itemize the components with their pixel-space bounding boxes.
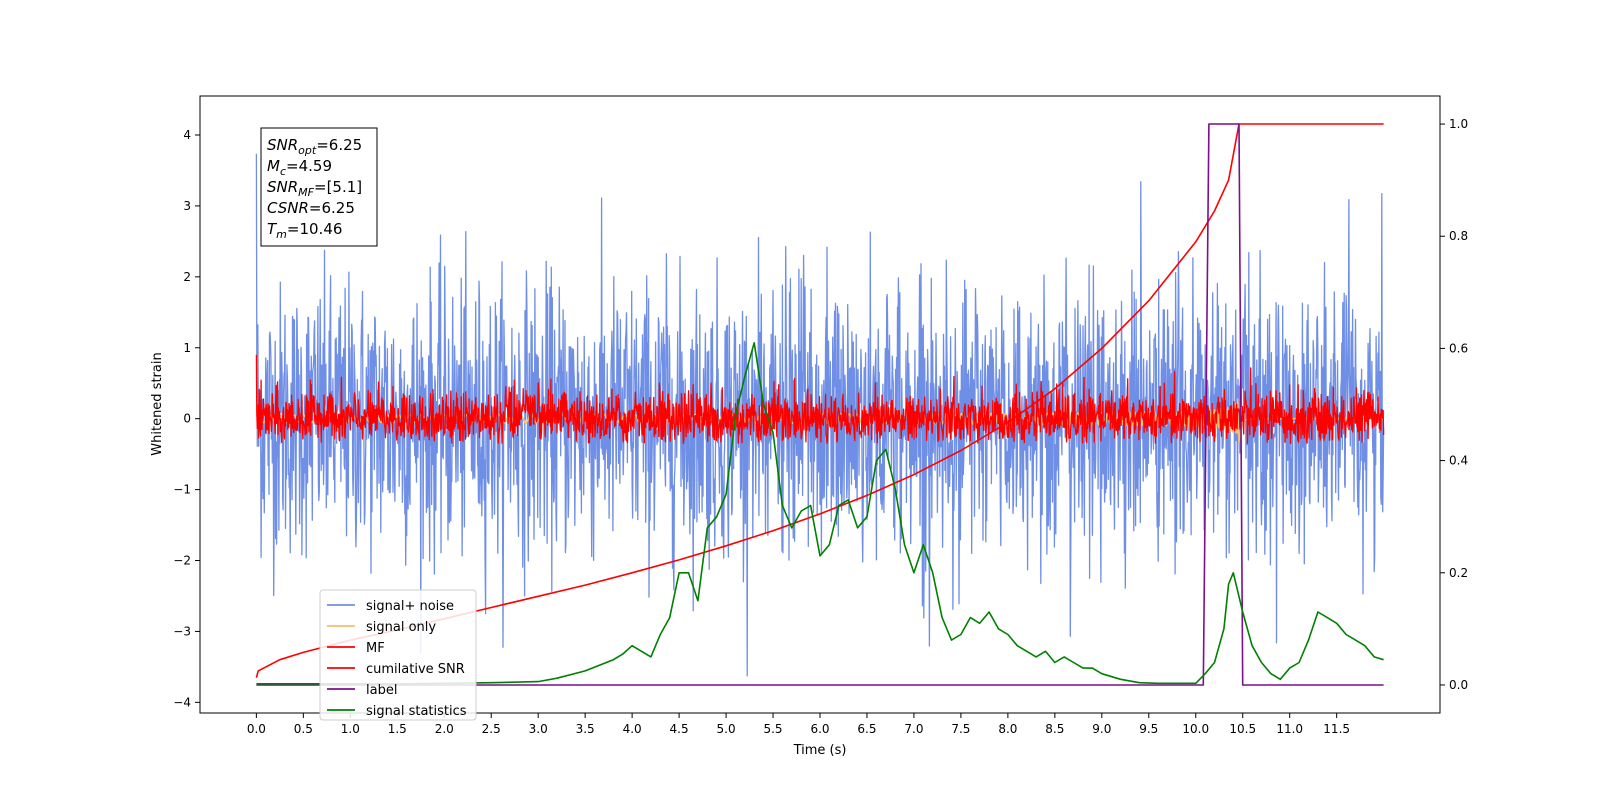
legend: signal+ noise signal only MF cumilative SNR…: [319, 589, 477, 721]
x-tick-label: 11.0: [1276, 722, 1303, 736]
x-tick-label: 5.0: [717, 722, 736, 736]
series-line-label: [256, 123, 1384, 686]
x-tick-label: 1.0: [341, 722, 360, 736]
y-tick-label: −3: [173, 624, 191, 638]
x-tick-label: 7.5: [951, 722, 970, 736]
x-tick-label: 9.5: [1139, 722, 1158, 736]
annotation-line: Mc=4.59: [267, 157, 332, 178]
annotation-line: SNRMF=[5.1]: [267, 178, 362, 199]
series-line-signal-statistics: [256, 342, 1384, 685]
y-tick-label: −1: [173, 483, 191, 497]
annotation-line: SNRopt=6.25: [267, 136, 362, 157]
x-tick-label: 6.0: [810, 722, 829, 736]
legend-label: signal only: [366, 620, 436, 635]
y-tick-label: −4: [173, 695, 191, 709]
y-axis-title: Whitened strain: [150, 352, 165, 455]
y-right-tick-label: 0.0: [1449, 678, 1468, 692]
annotation-line: CSNR=6.25: [267, 199, 355, 217]
y-right-tick-label: 0.8: [1449, 229, 1468, 243]
x-tick-label: 9.0: [1092, 722, 1111, 736]
ticks-layer: 0.0 0.5 1.0 1.5 2.0 2.5 3.0 3.5 4.0 4.5 5.0 5.5 6.0 6…: [173, 117, 1468, 736]
legend-frame: [319, 589, 477, 721]
y-right-tick-label: 1.0: [1449, 117, 1468, 131]
legend-label: signal+ noise: [366, 599, 454, 614]
y-right-tick-label: 0.6: [1449, 341, 1468, 355]
x-tick-label: 8.5: [1045, 722, 1064, 736]
legend-label: label: [366, 683, 397, 698]
x-tick-label: 8.0: [998, 722, 1017, 736]
x-tick-label: 7.0: [904, 722, 923, 736]
series-line-mf: [255, 354, 1385, 445]
x-axis-title: Time (s): [793, 743, 847, 758]
x-tick-label: 10.0: [1182, 722, 1209, 736]
y-right-tick-label: 0.2: [1449, 566, 1468, 580]
x-tick-label: 0.0: [247, 722, 266, 736]
x-tick-label: 3.0: [529, 722, 548, 736]
x-tick-label: 3.5: [576, 722, 595, 736]
x-tick-label: 4.0: [623, 722, 642, 736]
x-tick-label: 10.5: [1229, 722, 1256, 736]
legend-label: MF: [366, 641, 385, 656]
x-tick-label: 6.5: [857, 722, 876, 736]
x-tick-label: 1.5: [388, 722, 407, 736]
x-tick-label: 5.5: [763, 722, 782, 736]
x-tick-label: 11.5: [1323, 722, 1350, 736]
y-tick-label: 0: [183, 412, 191, 426]
legend-label: signal statistics: [366, 704, 467, 719]
y-tick-label: 1: [183, 341, 191, 355]
legend-label: cumilative SNR: [366, 662, 465, 677]
annotation-line: Tm=10.46: [267, 220, 342, 241]
y-tick-label: 3: [183, 199, 191, 213]
y-tick-label: 4: [183, 128, 191, 142]
x-tick-label: 2.5: [482, 722, 501, 736]
y-tick-label: −2: [173, 554, 191, 568]
x-tick-label: 2.0: [435, 722, 454, 736]
y-tick-label: 2: [183, 270, 191, 284]
annotation-frame: [260, 127, 378, 247]
y-right-tick-label: 0.4: [1449, 454, 1468, 468]
x-tick-label: 4.5: [670, 722, 689, 736]
x-tick-label: 0.5: [294, 722, 313, 736]
